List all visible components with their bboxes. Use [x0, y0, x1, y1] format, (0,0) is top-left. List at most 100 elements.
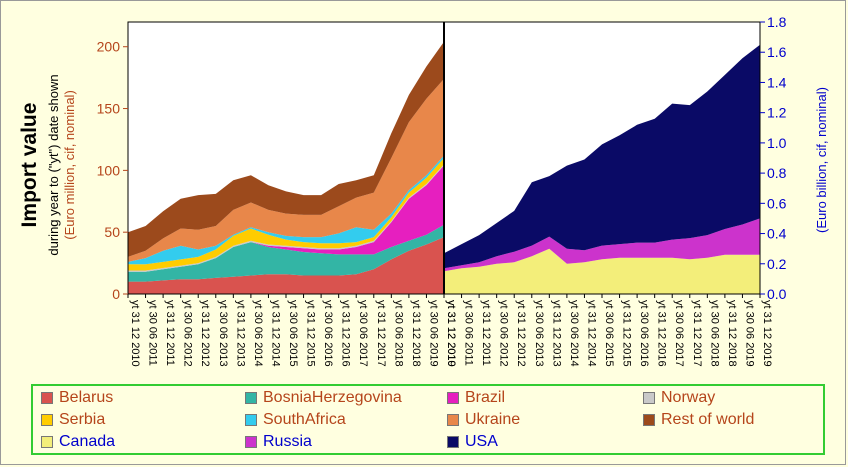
legend-item-usa: USA — [447, 431, 498, 453]
legend-item-belarus: Belarus — [41, 387, 113, 409]
right-ytick-label: 0.6 — [767, 195, 787, 211]
legend-swatch — [41, 392, 53, 404]
left-ytick-label: 200 — [97, 39, 121, 55]
left-xtick-label: yt 31 12 2017 — [375, 300, 387, 367]
left-series-serbia — [128, 158, 444, 271]
right-ytick-label: 1.2 — [767, 105, 787, 121]
y-title: Import value — [18, 103, 41, 228]
left-series-bosniaherzegovina — [128, 224, 444, 282]
legend-item-southafrica: SouthAfrica — [245, 409, 346, 431]
right-xtick-label: yt 30 06 2011 — [463, 300, 475, 366]
right-xtick-label: yt 31 12 2014 — [585, 300, 597, 367]
legend-item-russia: Russia — [245, 431, 312, 453]
right-axis-unit: (Euro billion, cif, nominal) — [814, 87, 829, 233]
right-panel: 0.0 0.2 0.4 0.6 0.8 1.0 1.2 1.4 1.6 1.8 yt 31 12 2… — [443, 14, 787, 367]
left-xtick-label: yt 30 06 2013 — [217, 300, 229, 367]
legend-label: Norway — [661, 389, 716, 406]
legend-label: Russia — [263, 433, 312, 450]
legend-swatch — [245, 436, 257, 448]
legend-label: Rest of world — [661, 411, 755, 428]
legend-label: Serbia — [59, 411, 106, 428]
left-series-rest-of-world — [128, 41, 444, 257]
import-value-chart: 0 50 100 150 200 yt 31 12 2010 yt 30 06 2011 yt… — [18, 14, 829, 367]
right-xtick-label: yt 30 06 2015 — [603, 300, 615, 367]
legend-label: USA — [465, 433, 498, 450]
right-xtick-label: yt 31 12 2013 — [550, 300, 562, 367]
legend-swatch — [245, 414, 257, 426]
right-xtick-label: yt 31 12 2010 — [445, 300, 457, 367]
left-xtick-label: yt 31 12 2013 — [234, 300, 246, 367]
legend-item-canada: Canada — [41, 431, 115, 453]
right-ytick-label: 1.0 — [767, 135, 787, 151]
right-ytick-label: 0.4 — [767, 226, 787, 242]
right-xtick-label: yt 30 06 2012 — [498, 300, 510, 367]
left-xtick-label: yt 31 12 2012 — [199, 300, 211, 367]
left-ytick-label: 150 — [97, 101, 121, 117]
right-ytick-label: 0.8 — [767, 165, 787, 181]
legend-item-norway: Norway — [643, 387, 715, 409]
right-xtick-label: yt 30 06 2019 — [743, 300, 755, 367]
right-ytick-label: 1.6 — [767, 44, 787, 60]
left-xtick-label: yt 30 06 2018 — [392, 300, 404, 367]
legend-swatch — [41, 436, 53, 448]
left-xtick-label: yt 31 12 2015 — [305, 300, 317, 367]
right-ytick-label: 0.2 — [767, 256, 787, 272]
left-series-ukraine — [128, 78, 444, 262]
left-ytick-label: 100 — [97, 162, 121, 178]
legend-label: BosniaHerzegovina — [263, 389, 402, 406]
left-xtick-label: yt 30 06 2012 — [182, 300, 194, 367]
legend-swatch — [643, 392, 655, 404]
left-xtick-label: yt 30 06 2011 — [147, 300, 159, 366]
legend-label: Canada — [59, 433, 116, 450]
left-xtick-label: yt 31 12 2019 — [445, 300, 457, 367]
legend-label: SouthAfrica — [263, 411, 346, 428]
right-xtick-label: yt 31 12 2017 — [691, 300, 703, 367]
right-xtick-label: yt 30 06 2014 — [568, 300, 580, 367]
right-series-russia — [444, 218, 760, 272]
right-ytick-label: 1.8 — [767, 14, 787, 30]
right-xtick-label: yt 30 06 2016 — [638, 300, 650, 367]
left-xtick-label: yt 31 12 2011 — [164, 300, 176, 366]
left-xtick-label: yt 31 12 2014 — [269, 300, 281, 367]
legend-item-rest-of-world: Rest of world — [643, 409, 754, 431]
left-series-belarus — [128, 237, 444, 294]
right-series-canada — [444, 248, 760, 294]
left-panel: 0 50 100 150 200 yt 31 12 2010 yt 30 06 2011 yt… — [97, 21, 457, 367]
right-xtick-label: yt 31 12 2016 — [656, 300, 668, 367]
left-xtick-label: yt 30 06 2014 — [252, 300, 264, 367]
right-xtick-label: yt 30 06 2013 — [533, 300, 545, 367]
legend-item-brazil: Brazil — [447, 387, 505, 409]
right-xtick-label: yt 30 06 2018 — [708, 300, 720, 367]
legend-swatch — [245, 392, 257, 404]
right-ytick-label: 0.0 — [767, 286, 787, 302]
legend-swatch — [447, 392, 459, 404]
right-xtick-label: yt 31 12 2011 — [480, 300, 492, 366]
left-xtick-label: yt 30 06 2016 — [322, 300, 334, 367]
right-series-usa — [444, 44, 760, 269]
right-xtick-label: yt 31 12 2019 — [761, 300, 773, 367]
legend-item-ukraine: Ukraine — [447, 409, 520, 431]
legend-swatch — [41, 414, 53, 426]
legend-swatch — [447, 414, 459, 426]
left-series-southafrica — [128, 155, 444, 265]
right-xtick-label: yt 31 12 2012 — [515, 300, 527, 367]
right-xtick-label: yt 30 06 2017 — [673, 300, 685, 367]
legend-swatch — [643, 414, 655, 426]
legend-label: Brazil — [465, 389, 506, 406]
left-series-brazil — [128, 165, 444, 272]
left-xtick-label: yt 30 06 2019 — [427, 300, 439, 367]
left-xtick-label: yt 30 06 2015 — [287, 300, 299, 367]
y-subtitle: during year to ("yt") date shown — [46, 74, 61, 255]
legend-item-bosniaherzegovina: BosniaHerzegovina — [245, 387, 402, 409]
right-ytick-label: 1.4 — [767, 74, 787, 90]
left-ytick-label: 0 — [112, 286, 120, 302]
legend-swatch — [447, 436, 459, 448]
left-xtick-label: yt 31 12 2010 — [129, 300, 141, 367]
left-xtick-label: yt 30 06 2017 — [357, 300, 369, 367]
left-xtick-label: yt 31 12 2018 — [410, 300, 422, 367]
legend-item-serbia: Serbia — [41, 409, 105, 431]
legend-label: Belarus — [59, 389, 114, 406]
left-axis-unit: (Euro million, cif, nominal) — [62, 90, 77, 240]
left-xtick-label: yt 31 12 2016 — [340, 300, 352, 367]
